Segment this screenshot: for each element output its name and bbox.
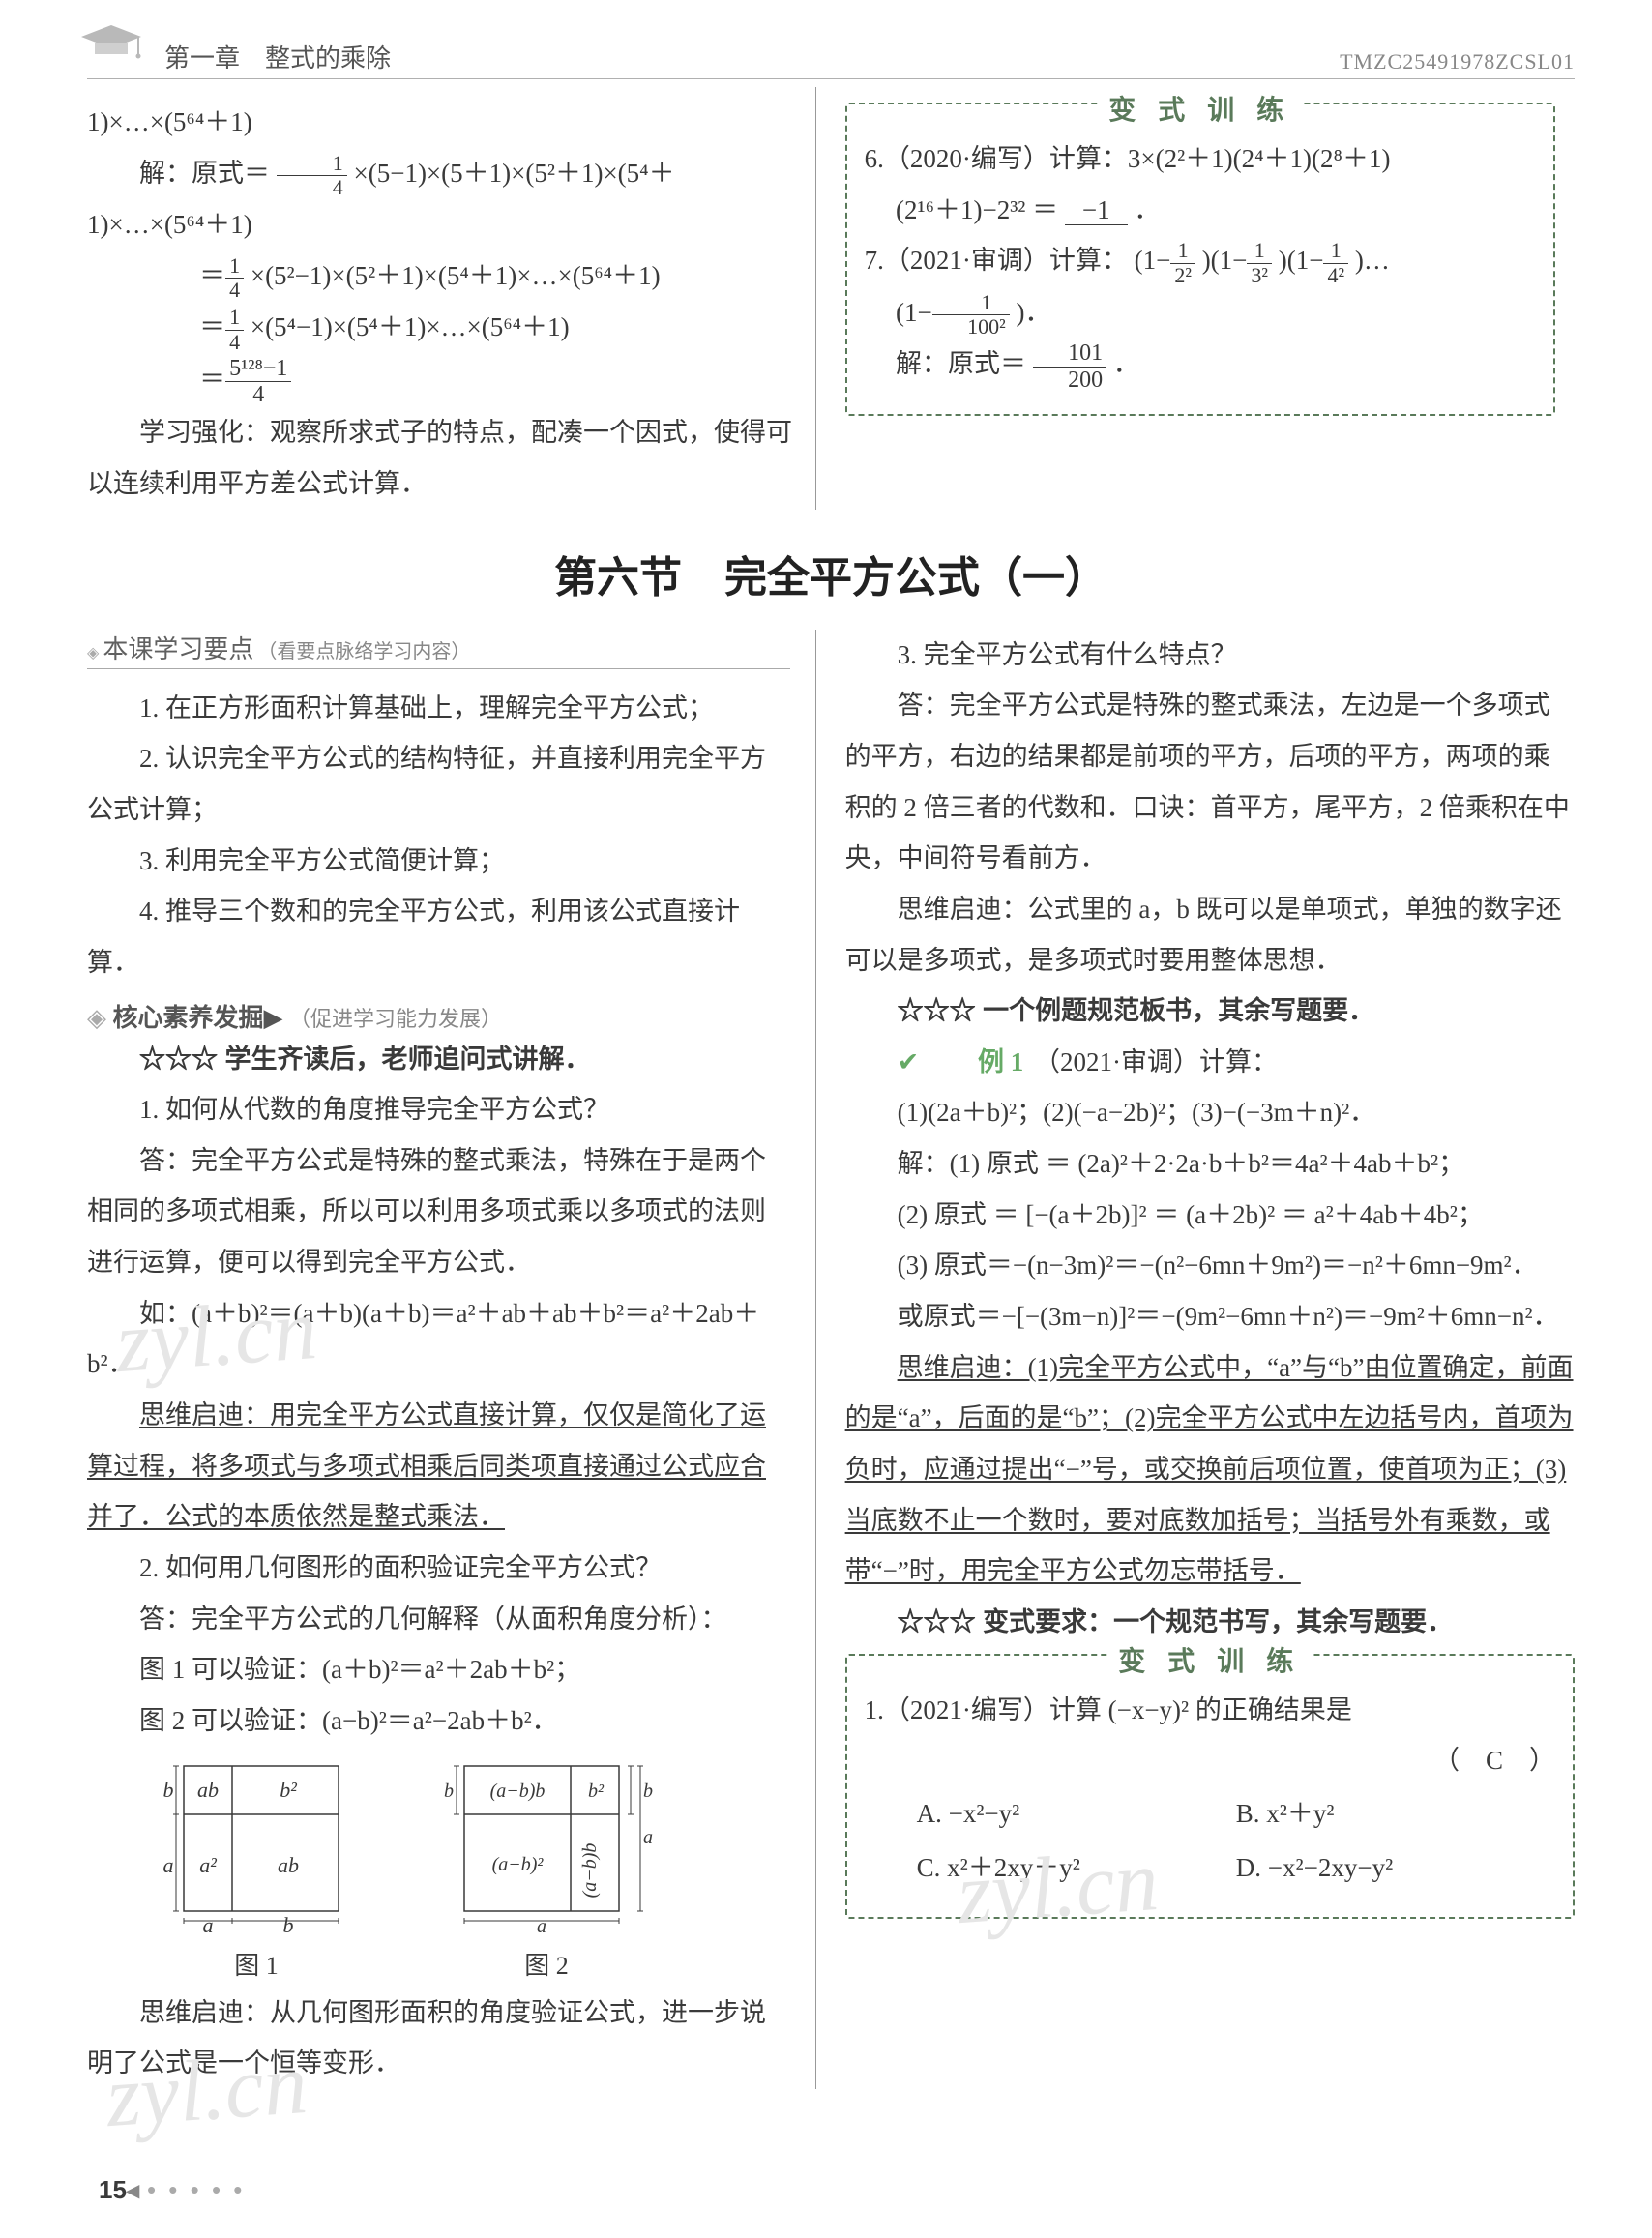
figure-1-caption: 图 1 xyxy=(145,1946,368,1982)
lesson-heading: ◈ 本课学习要点 （看要点脉络学习内容） xyxy=(87,630,790,669)
header-code: TMZC25491978ZCSL01 xyxy=(1340,49,1575,74)
example-body: (1)(2a＋b)²；(2)(−a−2b)²；(3)−(−3m＋n)²． xyxy=(845,1087,1575,1138)
practice-box-title: 变 式 训 练 xyxy=(865,89,1536,128)
practice-q7c: (1−1100² )． xyxy=(865,287,1536,339)
svg-text:a: a xyxy=(163,1853,174,1877)
point-2: 2. 认识完全平方公式的结构特征，并直接利用完全平方公式计算； xyxy=(87,733,790,835)
svg-text:(a−b)²: (a−b)² xyxy=(492,1854,545,1875)
svg-text:ab: ab xyxy=(197,1778,219,1802)
page-number: 15◂• • • • • xyxy=(99,2175,245,2205)
chapter-title: 第一章 整式的乘除 xyxy=(164,39,391,74)
point-4: 4. 推导三个数和的完全平方公式，利用该公式直接计算． xyxy=(87,886,790,987)
choice-d: D. −x²−2xy−y² xyxy=(1236,1840,1555,1896)
page-header: 第一章 整式的乘除 TMZC25491978ZCSL01 xyxy=(87,39,1575,79)
figure-row: ab b² a² ab b a a b xyxy=(145,1756,790,1982)
svg-text:ab: ab xyxy=(278,1853,299,1877)
answer-2b: 图 1 可以验证：(a＋b)²＝a²＋2ab＋b²； xyxy=(87,1644,790,1695)
practice-box-2: 变 式 训 练 1.（2021·编写）计算 (−x−y)² 的正确结果是 （ C… xyxy=(845,1654,1575,1920)
question-1: 1. 如何从代数的角度推导完全平方公式？ xyxy=(87,1084,790,1135)
fraction: 14 xyxy=(277,152,347,199)
main-right-col: 3. 完全平方公式有什么特点？ 答：完全平方公式是特殊的整式乘法，左边是一个多项… xyxy=(816,630,1575,2089)
solution-line: ＝14 ×(5²−1)×(5²＋1)×(5⁴＋1)×…×(5⁶⁴＋1) xyxy=(87,250,796,302)
practice-q7-sol: 解：原式＝ 101200 ． xyxy=(865,339,1536,393)
section-title: 第六节 完全平方公式（一） xyxy=(87,543,1575,604)
svg-text:b: b xyxy=(643,1781,653,1802)
core-heading: ◈ 核心素养发掘▶ （促进学习能力发展） xyxy=(87,998,790,1034)
svg-text:(a−b)b: (a−b)b xyxy=(579,1842,601,1898)
tip-2: 思维启迪：从几何图形面积的角度验证公式，进一步说明了公式是一个恒等变形． xyxy=(87,1988,790,2089)
expr-line: 1)×…×(5⁶⁴＋1) xyxy=(87,97,796,148)
answer-2a: 答：完全平方公式的几何解释（从面积角度分析）： xyxy=(87,1594,790,1645)
check-icon: ✔ xyxy=(898,1047,920,1076)
point-1: 1. 在正方形面积计算基础上，理解完全平方公式； xyxy=(87,683,790,734)
expr-line: 1)×…×(5⁶⁴＋1) xyxy=(87,199,796,250)
solution-line: ＝14 ×(5⁴−1)×(5⁴＋1)×…×(5⁶⁴＋1) xyxy=(87,302,796,353)
tip-4: 思维启迪：(1)完全平方公式中，“a”与“b”由位置确定，前面的是“a”，后面的… xyxy=(845,1342,1575,1597)
svg-text:b: b xyxy=(163,1778,174,1802)
solution-line: 解：原式＝ 14 ×(5−1)×(5＋1)×(5²＋1)×(5⁴＋ xyxy=(87,148,796,199)
main-two-col: ◈ 本课学习要点 （看要点脉络学习内容） 1. 在正方形面积计算基础上，理解完全… xyxy=(87,630,1575,2089)
practice-q7: 7.（2021·审调）计算： (1−12² )(1−13² )(1−14² )… xyxy=(865,235,1536,286)
figure-2-caption: 图 2 xyxy=(426,1946,667,1982)
example-sol2: (2) 原式 ＝ [−(a＋2b)]² ＝ (a＋2b)² ＝ a²＋4ab＋4… xyxy=(845,1190,1575,1241)
figure-1: ab b² a² ab b a a b xyxy=(145,1756,368,1982)
answer-3: 答：完全平方公式是特殊的整式乘法，左边是一个多项式的平方，右边的结果都是前项的平… xyxy=(845,680,1575,884)
svg-text:(a−b)b: (a−b)b xyxy=(490,1781,546,1802)
question-3: 3. 完全平方公式有什么特点？ xyxy=(845,630,1575,681)
svg-text:a: a xyxy=(537,1916,546,1937)
svg-text:b: b xyxy=(283,1913,294,1937)
main-left-col: ◈ 本课学习要点 （看要点脉络学习内容） 1. 在正方形面积计算基础上，理解完全… xyxy=(87,630,816,2089)
top-right-col: 变 式 训 练 6.（2020·编写）计算：3×(2²＋1)(2⁴＋1)(2⁸＋… xyxy=(816,87,1575,510)
mc-choices: A. −x²−y² B. x²＋y² C. x²＋2xy＋y² D. −x²−2… xyxy=(917,1786,1555,1896)
example-sol1: 解：(1) 原式 ＝ (2a)²＋2·2a·b＋b²＝4a²＋4ab＋b²； xyxy=(845,1138,1575,1190)
question-2: 2. 如何用几何图形的面积验证完全平方公式？ xyxy=(87,1543,790,1594)
practice-q6: 6.（2020·编写）计算：3×(2²＋1)(2⁴＋1)(2⁸＋1) xyxy=(865,133,1536,185)
example-1: ✔ 例 1 （2021·审调）计算： xyxy=(845,1037,1575,1088)
star-line: ☆☆☆ 学生齐读后，老师追问式讲解． xyxy=(87,1034,790,1085)
example-sol3a: (3) 原式＝−(n−3m)²＝−(n²−6mn＋9m²)＝−n²＋6mn−9m… xyxy=(845,1240,1575,1291)
mc-question: 1.（2021·编写）计算 (−x−y)² 的正确结果是 xyxy=(865,1685,1555,1736)
svg-text:b²: b² xyxy=(280,1778,297,1802)
top-left-col: 1)×…×(5⁶⁴＋1) 解：原式＝ 14 ×(5−1)×(5＋1)×(5²＋1… xyxy=(87,87,816,510)
svg-text:a: a xyxy=(203,1913,214,1937)
answer-blank: −1 xyxy=(1065,195,1128,225)
practice-q6b: (2¹⁶＋1)−2³² ＝ −1 ． xyxy=(865,185,1536,236)
point-3: 3. 利用完全平方公式简便计算； xyxy=(87,836,790,887)
star-line: ☆☆☆ 一个例题规范板书，其余写题要． xyxy=(845,986,1575,1037)
choice-b: B. x²＋y² xyxy=(1236,1786,1555,1841)
choice-a: A. −x²−y² xyxy=(917,1786,1236,1841)
svg-text:a: a xyxy=(643,1827,653,1848)
figure-2: (a−b)b b² (a−b)² (a−b)b b a b a xyxy=(426,1756,667,1982)
svg-text:b²: b² xyxy=(588,1781,605,1802)
top-section: 1)×…×(5⁶⁴＋1) 解：原式＝ 14 ×(5−1)×(5＋1)×(5²＋1… xyxy=(87,87,1575,510)
answer-1a: 答：完全平方公式是特殊的整式乘法，特殊在于是两个相同的多项式相乘，所以可以利用多… xyxy=(87,1135,790,1288)
study-tip: 学习强化：观察所求式子的特点，配凑一个因式，使得可以连续利用平方差公式计算． xyxy=(87,407,796,509)
cap-icon xyxy=(77,21,145,66)
solution-result: ＝5¹²⁸−14 xyxy=(87,354,796,408)
tip-3: 思维启迪：公式里的 a，b 既可以是单项式，单独的数字还可以是多项式，是多项式时… xyxy=(845,884,1575,986)
tip-1: 思维启迪：用完全平方公式直接计算，仅仅是简化了运算过程，将多项式与多项式相乘后同… xyxy=(87,1390,790,1543)
answer-2c: 图 2 可以验证：(a−b)²＝a²−2ab＋b²． xyxy=(87,1695,790,1747)
svg-text:a²: a² xyxy=(199,1853,217,1877)
svg-text:b: b xyxy=(444,1781,454,1802)
practice-box: 变 式 训 练 6.（2020·编写）计算：3×(2²＋1)(2⁴＋1)(2⁸＋… xyxy=(845,103,1555,416)
example-sol3b: 或原式＝−[−(3m−n)]²＝−(9m²−6mn＋n²)＝−9m²＋6mn−n… xyxy=(845,1291,1575,1342)
choice-c: C. x²＋2xy＋y² xyxy=(917,1840,1236,1896)
answer-1b: 如：(a＋b)²＝(a＋b)(a＋b)＝a²＋ab＋ab＋b²＝a²＋2ab＋b… xyxy=(87,1288,790,1390)
